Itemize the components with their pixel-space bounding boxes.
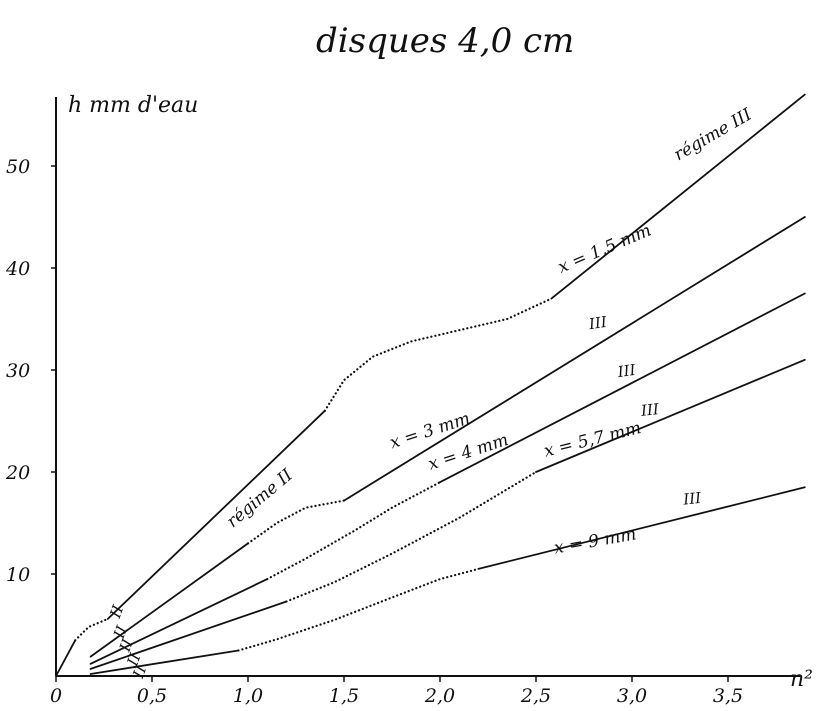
regime-segment	[89, 542, 249, 658]
regime-segment	[89, 649, 240, 675]
regime-label: régime III	[671, 105, 756, 166]
y-ticks: 10 20 30 40 50	[5, 156, 56, 586]
y-tick-label: 30	[6, 360, 30, 382]
x-tick-label: 2,5	[520, 685, 551, 707]
series-label: x = 1,5 mm	[555, 220, 654, 277]
y-tick-label: 20	[5, 462, 30, 484]
regime-segment	[535, 358, 806, 473]
transition-segment	[74, 617, 109, 642]
y-axis-title: h mm d'eau	[68, 93, 198, 118]
x-tick-label: 3,0	[617, 685, 647, 707]
axes	[55, 97, 800, 677]
regime-segment	[55, 639, 77, 677]
regime-label: III	[681, 489, 703, 509]
regime-segment	[343, 216, 806, 502]
regime-label: III	[639, 400, 661, 420]
regime-segment	[106, 409, 326, 620]
x-tick-label: 1,0	[233, 685, 263, 707]
y-tick-label: 50	[6, 156, 30, 178]
transition-segment	[285, 470, 538, 603]
series-line	[89, 358, 806, 670]
regime-segment	[89, 600, 288, 670]
series-label: x = 9 mm	[553, 524, 638, 558]
y-tick-label: 10	[6, 564, 30, 586]
chart-title: disques 4,0 cm	[316, 21, 574, 61]
transition-segment	[237, 567, 480, 652]
x-tick-label: 0,5	[137, 685, 167, 707]
x-ticks: 0 0,5 1,0 1,5 2,0 2,5 3,0 3,5	[50, 676, 743, 707]
series-line	[89, 216, 806, 658]
x-axis-title: n²	[790, 667, 813, 692]
regime-segment	[550, 93, 806, 300]
x-tick-label: 1,5	[329, 685, 359, 707]
transition-segment	[266, 481, 442, 581]
regime-label: III	[587, 313, 609, 334]
series-line	[55, 93, 806, 677]
series-line	[89, 486, 806, 675]
regime-label: III	[616, 361, 638, 382]
transition-segment	[323, 297, 553, 412]
y-tick-label: 40	[5, 258, 30, 280]
regime-segment	[89, 578, 269, 665]
regime-segment	[439, 292, 806, 484]
x-tick-label: 2,0	[424, 685, 455, 707]
series-line	[89, 292, 806, 665]
regime-segment	[477, 486, 806, 570]
series-label: x = 5,7 mm	[542, 418, 643, 461]
x-tick-label: 0	[50, 685, 62, 707]
x-tick-label: 3,5	[713, 685, 743, 707]
series-layer	[55, 93, 806, 677]
